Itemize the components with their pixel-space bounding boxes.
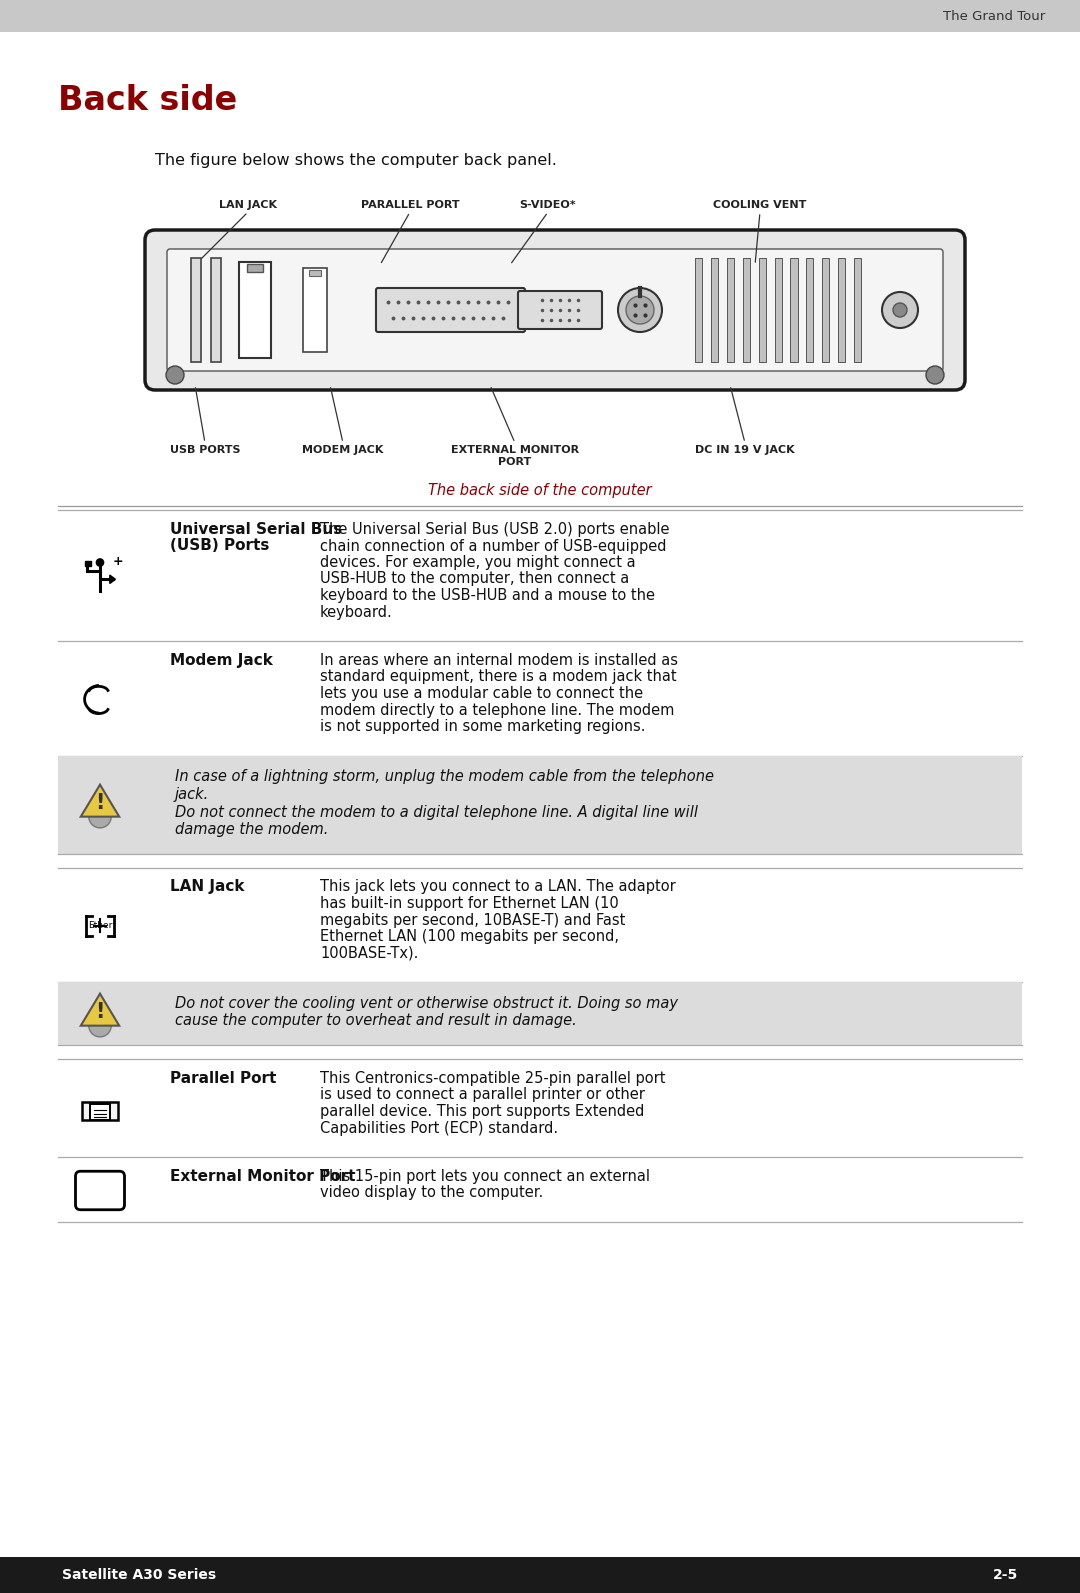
Text: S-VIDEO*: S-VIDEO* [519, 201, 577, 210]
Text: +: + [113, 554, 123, 567]
Polygon shape [81, 994, 119, 1026]
Bar [743, 258, 750, 362]
Text: COOLING VENT: COOLING VENT [713, 201, 807, 210]
Circle shape [926, 366, 944, 384]
Text: chain connection of a number of USB-equipped: chain connection of a number of USB-equi… [320, 538, 666, 553]
Text: Modem Jack: Modem Jack [170, 653, 273, 667]
Text: Ethernet LAN (100 megabits per second,: Ethernet LAN (100 megabits per second, [320, 929, 619, 945]
Text: Universal Serial Bus: Universal Serial Bus [170, 523, 342, 537]
Bar [58, 755, 1022, 854]
Bar [303, 268, 327, 352]
Text: lets you use a modular cable to connect the: lets you use a modular cable to connect … [320, 687, 643, 701]
Bar [0, 0, 1080, 32]
Bar [82, 1102, 118, 1120]
Text: damage the modem.: damage the modem. [175, 822, 328, 836]
Text: is used to connect a parallel printer or other: is used to connect a parallel printer or… [320, 1088, 645, 1102]
Text: The Universal Serial Bus (USB 2.0) ports enable: The Universal Serial Bus (USB 2.0) ports… [320, 523, 670, 537]
Circle shape [882, 292, 918, 328]
Bar [211, 258, 221, 362]
Bar [0, 1556, 1080, 1593]
Polygon shape [110, 575, 116, 583]
Text: !: ! [95, 793, 105, 812]
Bar [727, 258, 734, 362]
Circle shape [626, 296, 654, 323]
Text: USB-HUB to the computer, then connect a: USB-HUB to the computer, then connect a [320, 572, 630, 586]
Bar [822, 258, 829, 362]
Bar [696, 258, 702, 362]
FancyBboxPatch shape [145, 229, 966, 390]
Circle shape [166, 366, 184, 384]
Text: 100BASE-Tx).: 100BASE-Tx). [320, 946, 418, 961]
Text: Satellite A30 Series: Satellite A30 Series [62, 1568, 216, 1582]
Circle shape [893, 303, 907, 317]
Bar [84, 561, 91, 566]
Bar [191, 258, 201, 362]
Bar [309, 269, 321, 276]
Text: This Centronics-compatible 25-pin parallel port: This Centronics-compatible 25-pin parall… [320, 1070, 665, 1086]
Text: The back side of the computer: The back side of the computer [428, 483, 652, 497]
Text: This jack lets you connect to a LAN. The adaptor: This jack lets you connect to a LAN. The… [320, 879, 676, 895]
Text: In areas where an internal modem is installed as: In areas where an internal modem is inst… [320, 653, 678, 667]
Text: Capabilities Port (ECP) standard.: Capabilities Port (ECP) standard. [320, 1120, 558, 1136]
Text: LAN JACK: LAN JACK [219, 201, 276, 210]
Circle shape [618, 288, 662, 331]
Text: In case of a lightning storm, unplug the modem cable from the telephone: In case of a lightning storm, unplug the… [175, 769, 714, 784]
Text: EXTERNAL MONITOR
PORT: EXTERNAL MONITOR PORT [451, 444, 579, 467]
Bar [791, 258, 797, 362]
Text: !: ! [95, 1002, 105, 1021]
Bar [711, 258, 718, 362]
FancyBboxPatch shape [518, 292, 602, 330]
FancyBboxPatch shape [167, 249, 943, 371]
Text: standard equipment, there is a modem jack that: standard equipment, there is a modem jac… [320, 669, 677, 685]
Text: This 15-pin port lets you connect an external: This 15-pin port lets you connect an ext… [320, 1169, 650, 1184]
Bar [838, 258, 846, 362]
Text: The figure below shows the computer back panel.: The figure below shows the computer back… [156, 153, 557, 167]
Text: keyboard.: keyboard. [320, 604, 393, 620]
Text: video display to the computer.: video display to the computer. [320, 1185, 543, 1201]
Circle shape [89, 806, 111, 828]
Bar [758, 258, 766, 362]
Text: Back side: Back side [58, 83, 238, 116]
Text: MODEM JACK: MODEM JACK [302, 444, 383, 456]
Text: has built-in support for Ethernet LAN (10: has built-in support for Ethernet LAN (1… [320, 895, 619, 911]
Bar [774, 258, 782, 362]
Polygon shape [81, 785, 119, 817]
Text: parallel device. This port supports Extended: parallel device. This port supports Exte… [320, 1104, 645, 1118]
Text: Do not connect the modem to a digital telephone line. A digital line will: Do not connect the modem to a digital te… [175, 804, 698, 819]
Text: keyboard to the USB-HUB and a mouse to the: keyboard to the USB-HUB and a mouse to t… [320, 588, 654, 604]
FancyBboxPatch shape [376, 288, 525, 331]
Text: The Grand Tour: The Grand Tour [943, 10, 1045, 22]
Text: devices. For example, you might connect a: devices. For example, you might connect … [320, 554, 636, 570]
Text: External Monitor Port: External Monitor Port [170, 1169, 355, 1184]
Text: PARALLEL PORT: PARALLEL PORT [361, 201, 459, 210]
Bar [91, 1104, 110, 1120]
Text: USB PORTS: USB PORTS [170, 444, 240, 456]
Text: DC IN 19 V JACK: DC IN 19 V JACK [696, 444, 795, 456]
Text: (USB) Ports: (USB) Ports [170, 538, 269, 553]
Text: Ether: Ether [87, 921, 112, 930]
Text: is not supported in some marketing regions.: is not supported in some marketing regio… [320, 718, 646, 734]
Bar [807, 258, 813, 362]
Bar [854, 258, 861, 362]
Bar [239, 261, 271, 358]
Bar [58, 981, 1022, 1045]
Circle shape [96, 559, 104, 566]
Text: cause the computer to overheat and result in damage.: cause the computer to overheat and resul… [175, 1013, 577, 1029]
Text: modem directly to a telephone line. The modem: modem directly to a telephone line. The … [320, 703, 674, 717]
FancyBboxPatch shape [76, 1171, 124, 1209]
Circle shape [89, 1015, 111, 1037]
Text: Parallel Port: Parallel Port [170, 1070, 276, 1086]
Text: Do not cover the cooling vent or otherwise obstruct it. Doing so may: Do not cover the cooling vent or otherwi… [175, 996, 678, 1012]
Text: megabits per second, 10BASE-T) and Fast: megabits per second, 10BASE-T) and Fast [320, 913, 625, 927]
Text: jack.: jack. [175, 787, 210, 801]
Text: 2-5: 2-5 [993, 1568, 1018, 1582]
Text: LAN Jack: LAN Jack [170, 879, 244, 895]
Bar [247, 264, 264, 272]
